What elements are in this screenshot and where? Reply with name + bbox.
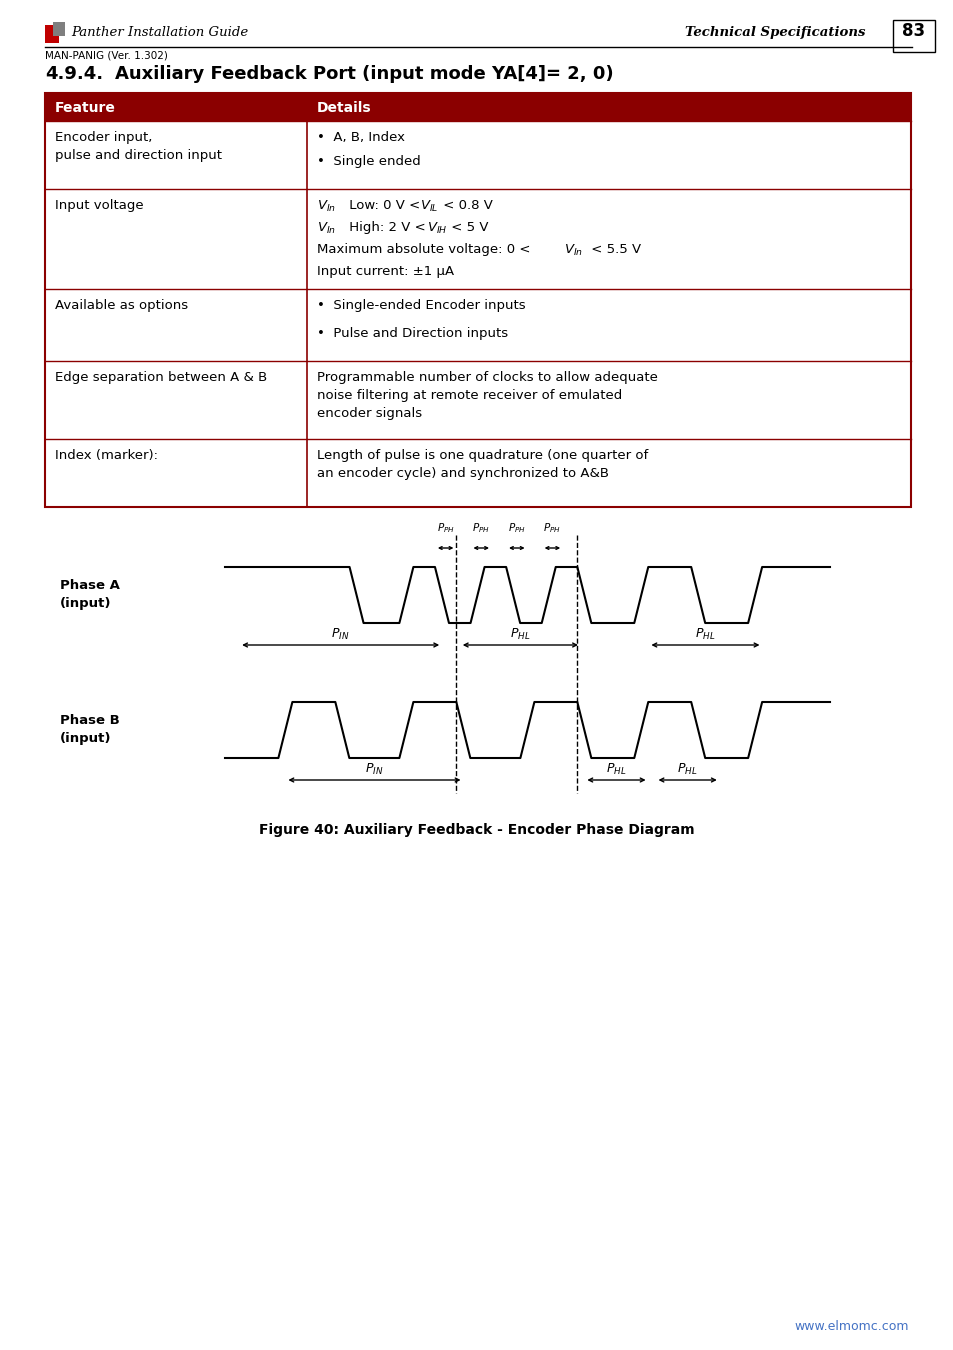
Text: $V_{In}$: $V_{In}$ — [316, 198, 335, 215]
Text: •  Pulse and Direction inputs: • Pulse and Direction inputs — [316, 327, 508, 340]
Text: $P_{IN}$: $P_{IN}$ — [365, 761, 383, 778]
Text: Maximum absolute voltage: 0 <: Maximum absolute voltage: 0 < — [316, 243, 535, 256]
Text: Programmable number of clocks to allow adequate: Programmable number of clocks to allow a… — [316, 371, 658, 383]
Text: Phase B: Phase B — [60, 714, 120, 728]
Text: Edge separation between A & B: Edge separation between A & B — [55, 371, 267, 383]
Text: Input voltage: Input voltage — [55, 198, 144, 212]
Text: $P_{PH}$: $P_{PH}$ — [543, 521, 560, 535]
Text: 4.9.4.: 4.9.4. — [45, 65, 103, 82]
Text: (input): (input) — [60, 597, 112, 610]
Text: $P_{HL}$: $P_{HL}$ — [695, 626, 715, 643]
Text: •  A, B, Index: • A, B, Index — [316, 131, 405, 144]
Text: $V_{In}$: $V_{In}$ — [316, 221, 335, 236]
Bar — [45, 93, 910, 122]
Text: 83: 83 — [902, 22, 924, 40]
Text: $P_{HL}$: $P_{HL}$ — [605, 761, 626, 778]
Text: Details: Details — [316, 101, 372, 115]
Text: $P_{PH}$: $P_{PH}$ — [507, 521, 525, 535]
Text: Auxiliary Feedback Port (input mode YA[4]= 2, 0): Auxiliary Feedback Port (input mode YA[4… — [115, 65, 613, 82]
Text: Input current: ±1 μA: Input current: ±1 μA — [316, 265, 454, 278]
Text: $P_{IN}$: $P_{IN}$ — [331, 626, 350, 643]
Bar — [45, 93, 910, 508]
Text: < 5 V: < 5 V — [447, 221, 488, 234]
Text: Length of pulse is one quadrature (one quarter of: Length of pulse is one quadrature (one q… — [316, 450, 648, 462]
Text: High: 2 V <: High: 2 V < — [345, 221, 430, 234]
Bar — [45, 26, 59, 43]
Text: < 0.8 V: < 0.8 V — [438, 198, 493, 212]
Text: Index (marker):: Index (marker): — [55, 450, 158, 462]
Text: •  Single ended: • Single ended — [316, 155, 420, 167]
Text: $P_{PH}$: $P_{PH}$ — [472, 521, 490, 535]
Text: an encoder cycle) and synchronized to A&B: an encoder cycle) and synchronized to A&… — [316, 467, 608, 481]
Text: $P_{HL}$: $P_{HL}$ — [510, 626, 530, 643]
Text: MAN-PANIG (Ver. 1.302): MAN-PANIG (Ver. 1.302) — [45, 50, 168, 59]
Text: $V_{IL}$: $V_{IL}$ — [419, 198, 438, 215]
Bar — [892, 20, 934, 53]
Text: Panther Installation Guide: Panther Installation Guide — [71, 26, 248, 39]
Text: < 5.5 V: < 5.5 V — [586, 243, 640, 256]
Text: www.elmomc.com: www.elmomc.com — [794, 1320, 908, 1332]
Text: $P_{PH}$: $P_{PH}$ — [436, 521, 455, 535]
Text: $V_{IH}$: $V_{IH}$ — [427, 221, 447, 236]
Text: •  Single-ended Encoder inputs: • Single-ended Encoder inputs — [316, 298, 525, 312]
Text: Available as options: Available as options — [55, 298, 188, 312]
Text: $V_{In}$: $V_{In}$ — [563, 243, 582, 258]
Text: $P_{HL}$: $P_{HL}$ — [677, 761, 698, 778]
Text: Encoder input,: Encoder input, — [55, 131, 152, 144]
Text: Low: 0 V <: Low: 0 V < — [345, 198, 424, 212]
Text: Technical Specifications: Technical Specifications — [684, 26, 864, 39]
Text: encoder signals: encoder signals — [316, 406, 421, 420]
Text: Feature: Feature — [55, 101, 115, 115]
Text: (input): (input) — [60, 732, 112, 745]
Bar — [53, 22, 65, 36]
Text: pulse and direction input: pulse and direction input — [55, 148, 222, 162]
Text: Figure 40: Auxiliary Feedback - Encoder Phase Diagram: Figure 40: Auxiliary Feedback - Encoder … — [259, 824, 694, 837]
Text: noise filtering at remote receiver of emulated: noise filtering at remote receiver of em… — [316, 389, 621, 402]
Text: Phase A: Phase A — [60, 579, 120, 593]
